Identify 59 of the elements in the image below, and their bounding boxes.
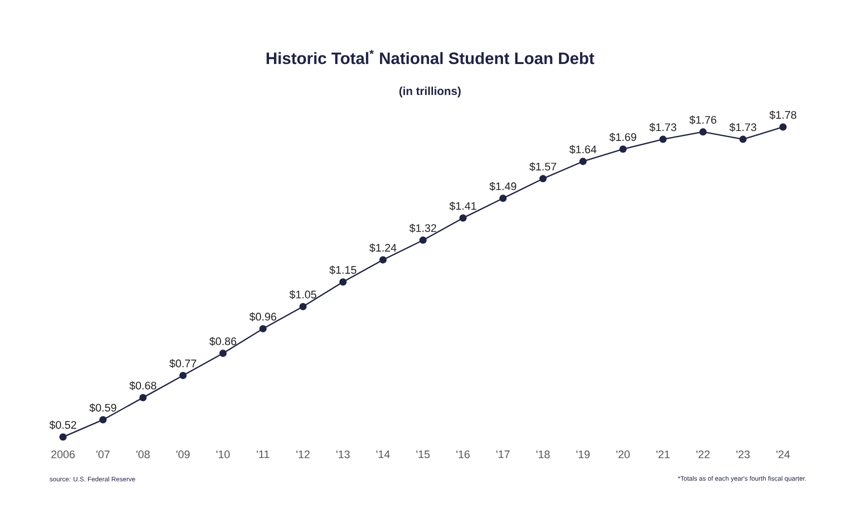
data-label: $1.24 <box>369 243 396 252</box>
x-tick-label: '19 <box>576 450 590 458</box>
point <box>259 325 267 332</box>
point <box>499 194 507 202</box>
data-label: $1.73 <box>729 122 756 132</box>
x-tick-label: '12 <box>296 450 310 458</box>
x-tick-label: '20 <box>616 450 630 458</box>
point <box>299 302 307 310</box>
x-tick-label: '11 <box>256 450 270 458</box>
data-label: $0.68 <box>129 381 156 390</box>
point <box>179 372 187 380</box>
x-tick-label: '15 <box>416 450 430 458</box>
point <box>459 214 467 222</box>
point <box>419 236 427 244</box>
x-tick-label: '17 <box>496 450 510 458</box>
data-label: $0.96 <box>249 312 276 322</box>
data-label: $1.76 <box>689 116 716 124</box>
data-label: $0.77 <box>169 359 196 368</box>
point <box>339 278 347 286</box>
x-tick-label: 2006 <box>51 450 75 458</box>
data-label: $1.57 <box>529 162 556 172</box>
data-label: $1.64 <box>569 145 596 154</box>
x-tick-label: '09 <box>176 450 190 458</box>
data-label: $1.49 <box>489 182 516 191</box>
x-tick-label: '10 <box>216 450 230 458</box>
x-tick-label: '24 <box>776 450 790 458</box>
x-tick-label: '22 <box>696 450 710 458</box>
data-label: $1.41 <box>449 202 476 211</box>
point <box>779 123 787 131</box>
x-tick-label: '23 <box>736 450 750 458</box>
point <box>219 350 227 357</box>
x-tick-label: '08 <box>136 450 150 458</box>
point <box>699 128 707 136</box>
point <box>659 136 667 143</box>
point <box>59 433 67 441</box>
x-tick-label: '16 <box>456 450 470 458</box>
data-label: $1.32 <box>409 224 436 233</box>
point <box>579 158 587 166</box>
x-tick-label: '14 <box>376 450 390 458</box>
data-label: $1.69 <box>609 132 636 142</box>
chart-title: Historic Total$^{*}$ National Student Loan Debt <box>266 50 594 64</box>
x-tick-label: '13 <box>336 450 350 458</box>
data-label: $0.59 <box>89 403 116 412</box>
data-label: $1.73 <box>649 122 676 132</box>
data-label: $1.78 <box>769 110 796 120</box>
data-label: $1.15 <box>329 266 356 274</box>
point <box>539 175 547 182</box>
x-tick-label: '21 <box>656 450 670 458</box>
data-label: $0.52 <box>49 420 76 430</box>
point <box>619 145 627 153</box>
x-tick-label: '18 <box>536 450 550 458</box>
point <box>379 256 387 264</box>
x-tick-label: '07 <box>96 450 110 458</box>
data-label: $0.86 <box>209 336 236 346</box>
point <box>739 136 747 143</box>
chart-subtitle: (in trillions) <box>399 86 461 98</box>
point <box>139 394 147 402</box>
point <box>99 416 107 424</box>
data-label: $1.05 <box>289 290 316 300</box>
